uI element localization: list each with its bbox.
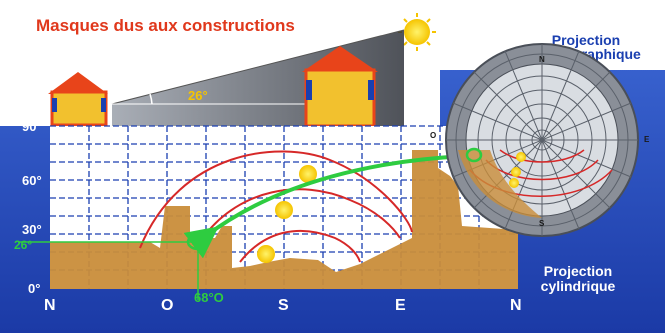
cyl-projection-line2: cylindrique <box>541 278 616 294</box>
y-tick-90: 90° <box>22 119 42 134</box>
small-house <box>48 72 108 127</box>
y-tick-60: 60° <box>22 173 42 188</box>
cyl-projection-line1: Projection <box>544 263 612 279</box>
angle-arc <box>149 93 153 105</box>
stereo-projection-line1: Projection <box>552 32 620 48</box>
mask-angle-label: 26° <box>188 88 208 103</box>
title: Masques dus aux constructions <box>36 16 295 35</box>
stereo-sun-3-icon <box>509 178 519 188</box>
stereo-cardinal-n: N <box>539 55 545 64</box>
chart-sun-low-icon <box>257 245 275 263</box>
stereo-sun-2-icon <box>511 167 521 177</box>
stereo-sun-1-icon <box>516 152 526 162</box>
direction-e: E <box>395 297 406 314</box>
stereo-cardinal-e: E <box>644 135 650 144</box>
tall-house <box>302 46 378 128</box>
direction-n-left: N <box>44 297 56 314</box>
stereo-mask-region <box>458 150 542 218</box>
direction-s: S <box>278 297 289 314</box>
y-tick-0: 0° <box>28 281 40 296</box>
mask-height-label: 26° <box>14 238 32 252</box>
stereo-cardinal-o: O <box>430 131 436 140</box>
stereographic-diagram: N O E S <box>430 43 650 237</box>
y-tick-30: 30° <box>22 222 42 237</box>
stereo-mask-point-marker <box>465 147 483 163</box>
projection-arrow <box>183 140 484 259</box>
chart-sun-mid-icon <box>275 201 293 219</box>
direction-n-right: N <box>510 297 522 314</box>
mask-ray <box>111 29 405 105</box>
direction-o: O <box>161 297 173 314</box>
azimuth-label: 68°O <box>194 290 224 305</box>
cylindrical-chart <box>18 125 518 300</box>
stereo-cardinal-s: S <box>539 219 545 228</box>
stereo-radials <box>446 44 638 236</box>
